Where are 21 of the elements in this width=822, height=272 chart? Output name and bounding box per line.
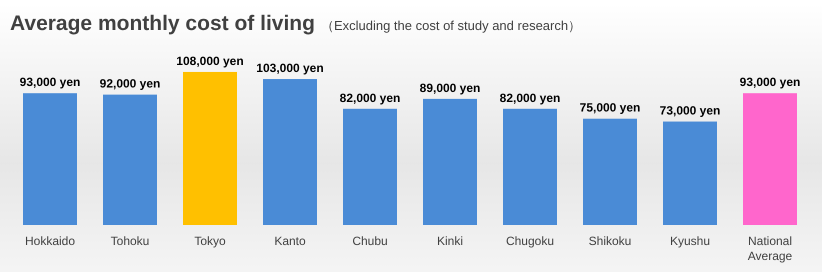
x-tick-label: Chugoku (506, 234, 554, 248)
data-label: 75,000 yen (580, 100, 640, 115)
x-tick-label: Kanto (274, 234, 306, 248)
data-label: 82,000 yen (500, 90, 560, 105)
x-tick-label: Shikoku (588, 234, 632, 248)
data-label: 89,000 yen (420, 80, 480, 95)
data-label: 73,000 yen (660, 104, 720, 118)
x-tick-label: Kyushu (670, 234, 710, 248)
x-tick-label: Chubu (352, 234, 388, 248)
x-tick-label: Kinki (436, 234, 464, 248)
x-tick-label: Hokkaido (24, 234, 76, 248)
data-label: 103,000 yen (256, 61, 324, 76)
data-label: 82,000 yen (340, 90, 400, 105)
data-label: 92,000 yen (100, 76, 160, 91)
data-label: 108,000 yen (176, 54, 244, 68)
title: Average monthly cost of living （Excluding the cost of study and research） (10, 12, 582, 35)
x-tick-label: National Average (748, 234, 793, 263)
data-label: 93,000 yen (20, 75, 80, 90)
data-label: 93,000 yen (740, 75, 800, 90)
x-tick-label: Tokyo (194, 234, 226, 248)
x-tick-label: Tohoku (110, 234, 150, 248)
